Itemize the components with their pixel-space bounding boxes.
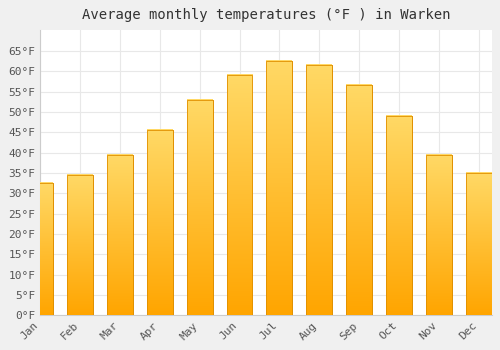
Bar	[147, 130, 172, 315]
Bar	[186, 100, 212, 315]
Bar	[426, 155, 452, 315]
Bar	[226, 75, 252, 315]
Title: Average monthly temperatures (°F ) in Warken: Average monthly temperatures (°F ) in Wa…	[82, 8, 450, 22]
Bar	[147, 130, 172, 315]
Bar	[346, 85, 372, 315]
Bar	[466, 173, 491, 315]
Bar	[426, 155, 452, 315]
Bar	[226, 75, 252, 315]
Bar	[466, 173, 491, 315]
Bar	[306, 65, 332, 315]
Bar	[67, 175, 93, 315]
Bar	[386, 116, 412, 315]
Bar	[386, 116, 412, 315]
Bar	[266, 61, 292, 315]
Bar	[67, 175, 93, 315]
Bar	[27, 183, 53, 315]
Bar	[27, 183, 53, 315]
Bar	[107, 155, 133, 315]
Bar	[107, 155, 133, 315]
Bar	[186, 100, 212, 315]
Bar	[306, 65, 332, 315]
Bar	[346, 85, 372, 315]
Bar	[266, 61, 292, 315]
